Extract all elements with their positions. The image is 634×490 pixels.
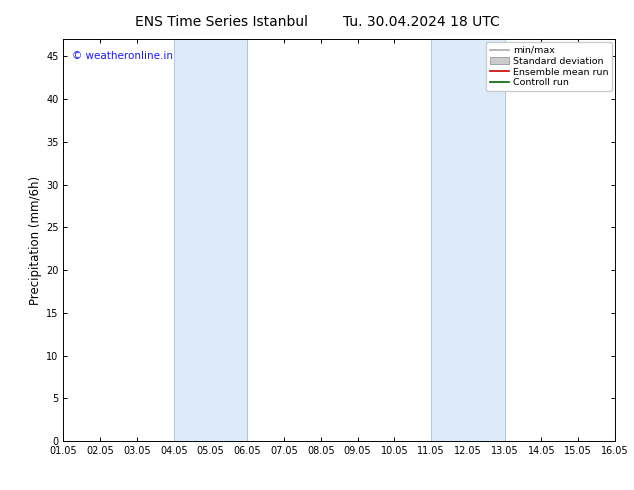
Bar [431,39,505,441]
Y-axis label: Precipitation (mm/6h): Precipitation (mm/6h) [29,175,42,305]
Text: © weatheronline.in: © weatheronline.in [72,51,172,61]
Bar [174,39,247,441]
Legend: min/max, Standard deviation, Ensemble mean run, Controll run: min/max, Standard deviation, Ensemble me… [486,42,612,91]
Text: ENS Time Series Istanbul        Tu. 30.04.2024 18 UTC: ENS Time Series Istanbul Tu. 30.04.2024 … [134,15,500,29]
